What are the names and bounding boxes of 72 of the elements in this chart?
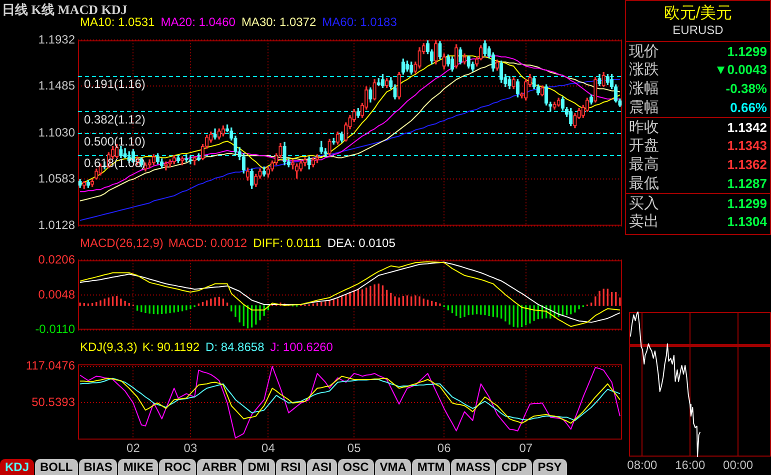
category-label: KDJ [0,459,34,475]
text: DIFF: 0.0111 [253,236,322,250]
chart-title: 日线 K线 MACD KDJ [2,1,128,18]
category-label: PSY [532,459,567,475]
category-label: MTM [412,459,450,475]
chart-title: KDJ(9,3,3) [80,340,138,354]
category-label: DMI [242,459,275,475]
text: ▼0.0043 [714,62,767,77]
category-label: CDP [496,459,532,475]
text: D: 84.8658 [206,340,264,354]
ref-line-label: 0.191(1.16) [84,77,146,92]
category-label: 涨幅 [629,79,659,98]
y-tick-label: 1.1932 [38,32,76,47]
series-label: J: 100.6260 [270,340,333,354]
category-label: ASI [306,459,337,475]
text: MA60: 1.0183 [322,15,397,29]
category-label: BOLL [35,459,78,475]
category-label: ROC [159,459,196,475]
y-tick-label: 0.0206 [38,252,76,267]
text: 1.1343 [727,138,767,153]
text: 欧元/美元 [662,4,734,23]
text: MACD: 0.0012 [168,236,248,250]
y-tick-label: 117.0476 [26,358,76,373]
category-label: MASS [450,459,496,475]
category-label: RSI [276,459,306,475]
text: -0.38% [726,81,767,96]
text: 1.1299 [727,196,767,210]
text: 1.1304 [727,214,767,229]
text: K: 90.1192 [142,340,200,354]
y-tick-label: 50.5393 [32,395,76,410]
x-tick-label: 00:00 [723,458,754,472]
text: EURUSD [672,23,724,39]
text: 0.66% [730,100,767,115]
series-label: DEA: 0.0105 [327,236,396,250]
category-label: VMA [374,459,412,475]
x-tick-label: 07 [519,441,533,456]
category-label: 震幅 [629,98,659,117]
category-label: MIKE [118,459,158,475]
category-label: OSC [338,459,374,475]
category-label: BIAS [78,459,118,475]
text: MA20: 1.0460 [160,15,236,29]
text: 1.1342 [727,120,767,134]
category-label: 开盘 [629,136,659,155]
text: 1.1362 [727,157,767,172]
x-tick-label: 08:00 [627,458,658,472]
category-label: 现价 [629,42,659,60]
category-label: ARBR [197,459,242,475]
x-tick-label: 05 [347,441,362,456]
x-tick-label: 03 [184,441,198,456]
y-tick-label: 1.0583 [38,171,76,186]
text: 1.1287 [727,176,767,191]
category-label: 买入 [629,194,659,212]
x-tick-label: 16:00 [675,458,706,472]
x-tick-label: 02 [126,441,140,456]
ref-line-label: 0.382(1.12) [84,112,146,126]
y-tick-label: 1.1030 [38,125,76,140]
category-label: 卖出 [629,212,659,231]
x-tick-label: 06 [437,441,452,456]
y-tick-label: -0.0110 [35,322,76,336]
text: MA30: 1.0372 [241,15,316,29]
category-label: 涨跌 [629,60,659,79]
chart-title: MACD(26,12,9) [80,236,164,250]
ref-line-label: 0.500(1.10) [84,134,146,148]
text: 1.1299 [727,44,767,58]
y-tick-label: 1.0128 [38,218,76,232]
text: MA10: 1.0531 [80,15,155,29]
y-tick-label: 1.1485 [38,78,76,92]
category-label: 最低 [629,174,659,193]
x-tick-label: 04 [262,441,276,456]
category-label: 最高 [629,155,659,174]
y-tick-label: 0.0048 [38,287,76,302]
category-label: 昨收 [629,118,659,136]
